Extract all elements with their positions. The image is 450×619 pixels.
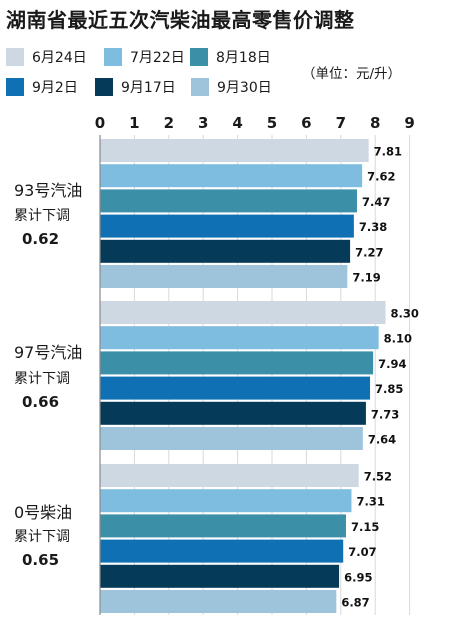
bar-value-label: 7.38 xyxy=(359,220,387,234)
bar-value-label: 7.47 xyxy=(362,195,390,209)
group-label: 97号汽油 xyxy=(14,343,83,362)
legend-item: 7月22日 xyxy=(104,48,185,66)
bar-value-label: 6.87 xyxy=(341,596,369,610)
chart-title: 湖南省最近五次汽柴油最高零售价调整 xyxy=(6,8,355,32)
legend-label: 6月24日 xyxy=(32,50,87,66)
bar xyxy=(100,326,379,350)
bar-value-label: 8.10 xyxy=(384,332,412,346)
bar-value-label: 7.85 xyxy=(375,382,403,396)
legend-swatch xyxy=(6,48,24,66)
bar xyxy=(100,401,366,425)
x-tick-label: 9 xyxy=(404,114,414,132)
group-sublabel: 累计下调 xyxy=(14,208,70,224)
bar xyxy=(100,514,346,538)
legend-swatch xyxy=(104,48,122,66)
x-tick-label: 4 xyxy=(232,114,242,132)
bar-value-label: 7.07 xyxy=(348,545,376,559)
unit-label: （单位：元/升） xyxy=(302,66,402,82)
group-total-value: 0.65 xyxy=(22,551,60,569)
bar xyxy=(100,239,351,263)
legend-swatch xyxy=(190,48,208,66)
legend-item: 6月24日 xyxy=(6,48,87,66)
legend-label: 9月17日 xyxy=(121,80,176,96)
x-tick-label: 1 xyxy=(129,114,139,132)
bar-value-label: 8.30 xyxy=(391,307,419,321)
bar xyxy=(100,539,344,563)
legend-swatch xyxy=(95,78,113,96)
bar-value-label: 6.95 xyxy=(344,570,372,584)
legend-label: 8月18日 xyxy=(216,50,271,66)
bar-value-label: 7.31 xyxy=(356,495,384,509)
bar-value-label: 7.73 xyxy=(371,407,399,421)
legend-item: 8月18日 xyxy=(190,48,271,66)
bar xyxy=(100,590,337,613)
bar-value-label: 7.64 xyxy=(368,433,396,447)
bar xyxy=(100,564,340,588)
legend-swatch xyxy=(6,78,24,96)
legend-item: 9月30日 xyxy=(191,78,272,96)
bar xyxy=(100,301,386,324)
bar-value-label: 7.27 xyxy=(355,245,383,259)
legend-label: 9月2日 xyxy=(32,80,78,96)
x-tick-label: 8 xyxy=(370,114,380,132)
x-tick-label: 7 xyxy=(336,114,346,132)
x-tick-label: 2 xyxy=(164,114,174,132)
bar-value-label: 7.62 xyxy=(367,170,395,184)
bar-value-label: 7.19 xyxy=(352,271,380,285)
bar xyxy=(100,376,371,400)
bar-value-label: 7.15 xyxy=(351,520,379,534)
group-label: 93号汽油 xyxy=(14,181,83,200)
x-tick-label: 0 xyxy=(95,114,105,132)
legend-label: 7月22日 xyxy=(130,50,185,66)
x-tick-label: 6 xyxy=(301,114,311,132)
group-sublabel: 累计下调 xyxy=(14,371,70,387)
bar xyxy=(100,427,363,450)
group-label: 0号柴油 xyxy=(14,503,73,522)
x-tick-label: 3 xyxy=(198,114,208,132)
x-tick-label: 5 xyxy=(267,114,277,132)
group-sublabel: 累计下调 xyxy=(14,529,70,545)
legend-swatch xyxy=(191,78,209,96)
bar xyxy=(100,189,357,213)
bar-value-label: 7.52 xyxy=(364,470,392,484)
bar xyxy=(100,489,352,513)
legend-item: 9月2日 xyxy=(6,78,78,96)
bar xyxy=(100,214,354,238)
legend-label: 9月30日 xyxy=(217,80,272,96)
bar xyxy=(100,139,369,162)
bar xyxy=(100,351,374,375)
bar-value-label: 7.94 xyxy=(378,357,406,371)
bar-value-label: 7.81 xyxy=(374,145,402,159)
bar xyxy=(100,265,348,288)
group-total-value: 0.66 xyxy=(22,393,60,411)
legend-item: 9月17日 xyxy=(95,78,176,96)
group-total-value: 0.62 xyxy=(22,230,60,248)
bar xyxy=(100,164,363,188)
bar xyxy=(100,464,359,487)
